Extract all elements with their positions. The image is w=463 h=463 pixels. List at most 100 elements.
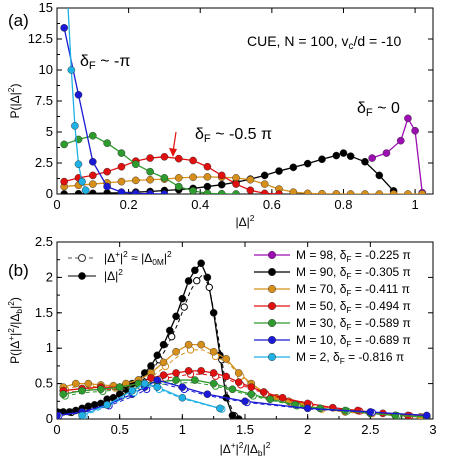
x-tick-label: 1.5 xyxy=(236,422,254,437)
data-point xyxy=(382,149,391,157)
label-part: M = 70, δ xyxy=(296,282,347,296)
label-part: F xyxy=(204,133,211,145)
legend-marker xyxy=(268,353,277,362)
data-point-open xyxy=(167,332,176,341)
data-point xyxy=(159,358,168,367)
data-point xyxy=(117,149,126,157)
data-point xyxy=(260,180,269,188)
chart-panel-a: 0 0.2 0.4 0.6 0.8 102.557.51012.515|Δ|2P(|Δ|2… xyxy=(6,0,434,229)
data-point xyxy=(303,159,312,168)
data-point xyxy=(339,149,348,157)
x-tick-label: 2.5 xyxy=(361,422,379,437)
label-part: = -0.225 π xyxy=(352,248,411,262)
data-point xyxy=(203,162,212,171)
data-point xyxy=(147,362,155,370)
data-point xyxy=(67,66,76,74)
label-part: F xyxy=(346,322,351,332)
legend-marker xyxy=(268,302,277,311)
label-part: F xyxy=(366,107,373,119)
data-point xyxy=(81,186,90,194)
data-point xyxy=(131,160,140,169)
label-part: |Δ xyxy=(220,442,231,456)
label-part: δ xyxy=(80,53,89,70)
y-tick-label: 2 xyxy=(46,269,53,284)
legend-label: M = 90, δF = -0.305 π xyxy=(296,265,411,281)
data-point xyxy=(247,390,256,399)
data-point xyxy=(289,188,298,194)
data-point xyxy=(172,347,180,356)
x-tick-label: 0 xyxy=(53,422,60,437)
data-point xyxy=(117,177,126,186)
label-part: |Δ| xyxy=(104,269,118,283)
data-point xyxy=(289,163,298,172)
data-point xyxy=(159,340,168,349)
data-point xyxy=(159,371,168,379)
annotation-title: CUE, N = 100, vc/d = -10 xyxy=(247,33,402,52)
data-point xyxy=(89,171,97,180)
data-point xyxy=(146,154,154,162)
data-point xyxy=(303,404,312,413)
x-tick-label: 1 xyxy=(179,422,186,437)
data-point xyxy=(117,162,126,171)
data-point xyxy=(361,190,369,194)
data-point xyxy=(74,160,83,169)
label-part: = -0.589 π xyxy=(352,316,411,330)
data-point xyxy=(234,415,243,419)
data-point xyxy=(209,379,218,388)
data-point xyxy=(203,273,212,282)
label-part: 2 xyxy=(118,267,123,277)
label-part: |Δ xyxy=(104,251,115,265)
data-point xyxy=(115,383,124,391)
series-group xyxy=(60,8,427,194)
data-point xyxy=(128,386,136,395)
y-tick-label: 12.5 xyxy=(28,31,53,46)
data-point xyxy=(303,189,312,194)
data-point xyxy=(131,176,140,185)
label-part: = -0.411 π xyxy=(352,282,410,296)
data-point xyxy=(160,174,169,182)
data-point xyxy=(189,187,197,194)
data-point xyxy=(318,155,326,164)
x-tick-label: 0.8 xyxy=(334,197,352,212)
data-point xyxy=(234,378,243,386)
data-point xyxy=(278,393,287,402)
data-point xyxy=(174,182,183,191)
label-part: + xyxy=(231,440,236,450)
data-point xyxy=(396,136,405,145)
label-part: ) xyxy=(8,84,22,88)
label-part: 2 xyxy=(239,440,244,450)
legend-marker xyxy=(268,285,277,294)
data-point xyxy=(71,122,79,130)
legend-label: M = 2, δF = -0.816 π xyxy=(296,350,404,366)
data-point xyxy=(203,173,212,181)
label-part: F xyxy=(340,356,345,366)
x-tick-label: 0.4 xyxy=(191,197,209,212)
label-part: 0M xyxy=(152,257,164,267)
data-point xyxy=(422,411,431,419)
label-part: /|Δ xyxy=(8,314,22,328)
label-part: | xyxy=(120,251,123,265)
data-point xyxy=(97,385,105,394)
legend-label: M = 50, δF = -0.494 π xyxy=(296,299,411,315)
data-point xyxy=(165,326,174,335)
data-point xyxy=(222,372,230,381)
data-point xyxy=(375,190,384,194)
data-point xyxy=(232,190,240,194)
label-part: 2 xyxy=(6,328,16,333)
label-part: P(|Δ xyxy=(8,341,22,364)
label-part: δ xyxy=(357,100,366,117)
data-point xyxy=(103,139,111,147)
data-point xyxy=(60,24,68,32)
label-part: ~ 0 xyxy=(373,100,400,117)
y-tick-label: 10 xyxy=(39,62,53,77)
data-point xyxy=(160,190,169,194)
data-point xyxy=(209,369,218,377)
label-part: /d = -10 xyxy=(353,33,401,49)
data-point xyxy=(389,190,398,194)
legend-label: |Δ+|2 ≈ |Δ0M|2 xyxy=(104,249,172,267)
data-point xyxy=(217,171,226,180)
y-tick-label: 7.5 xyxy=(35,93,53,108)
label-part: | xyxy=(263,442,266,456)
x-tick-label: 0.5 xyxy=(111,422,129,437)
data-point xyxy=(189,156,197,165)
